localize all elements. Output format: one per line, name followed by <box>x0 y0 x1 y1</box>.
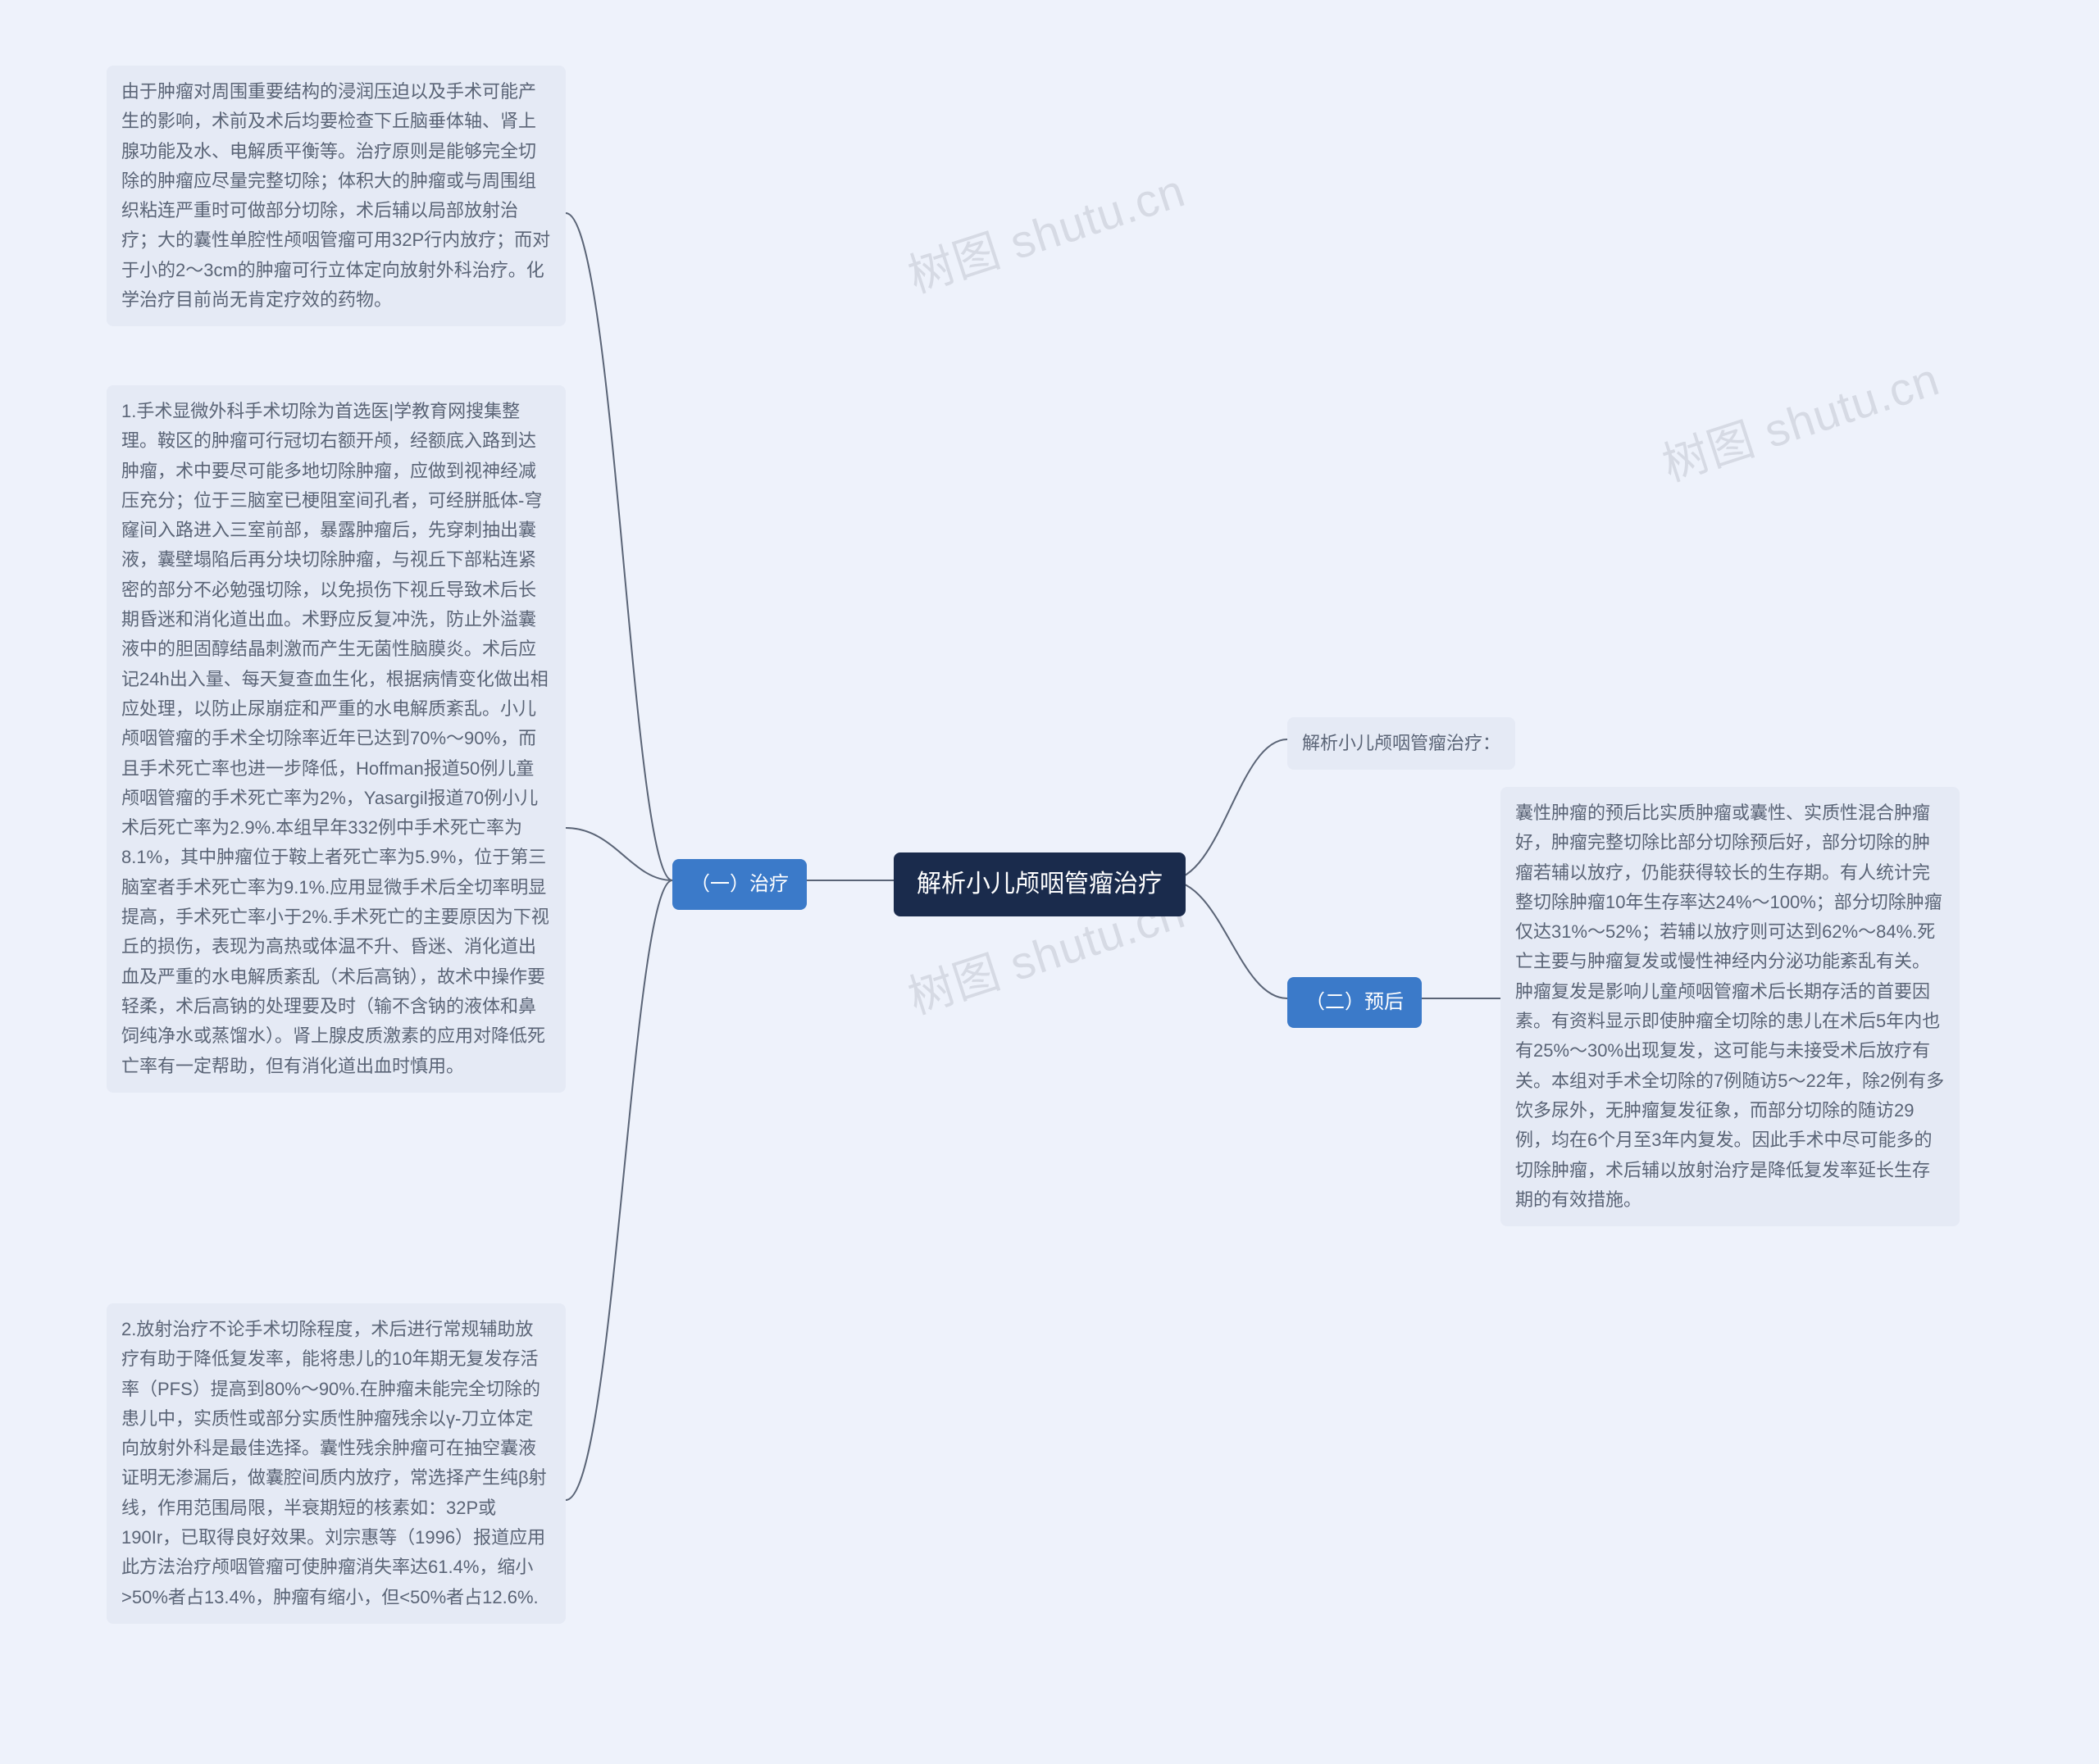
leaf-prognosis-text[interactable]: 囊性肿瘤的预后比实质肿瘤或囊性、实质性混合肿瘤好，肿瘤完整切除比部分切除预后好，… <box>1500 787 1960 1226</box>
leaf-treatment-intro[interactable]: 由于肿瘤对周围重要结构的浸润压迫以及手术可能产生的影响，术前及术后均要检查下丘脑… <box>107 66 566 326</box>
leaf-treatment-radio[interactable]: 2.放射治疗不论手术切除程度，术后进行常规辅助放疗有助于降低复发率，能将患儿的1… <box>107 1303 566 1624</box>
leaf-heading[interactable]: 解析小儿颅咽管瘤治疗： <box>1287 717 1515 770</box>
mindmap-root[interactable]: 解析小儿颅咽管瘤治疗 <box>894 852 1186 916</box>
watermark: 树图 shutu.cn <box>1653 343 1946 494</box>
branch-prognosis[interactable]: （二）预后 <box>1287 977 1422 1028</box>
leaf-treatment-surgery[interactable]: 1.手术显微外科手术切除为首选医|学教育网搜集整理。鞍区的肿瘤可行冠切右额开颅，… <box>107 385 566 1093</box>
branch-treatment[interactable]: （一）治疗 <box>672 859 807 910</box>
watermark: 树图 shutu.cn <box>899 154 1192 306</box>
